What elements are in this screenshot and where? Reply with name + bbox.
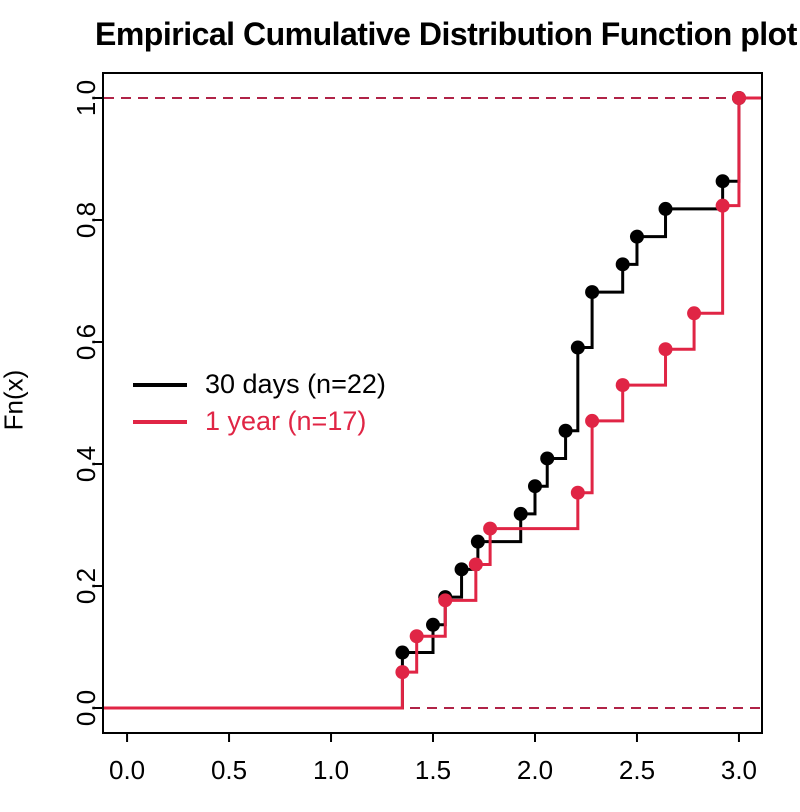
data-point	[715, 174, 730, 189]
data-point	[395, 645, 410, 660]
data-point	[731, 91, 746, 106]
y-tick-label: 0.4	[71, 446, 101, 482]
x-tick-label: 2.0	[517, 755, 553, 785]
y-tick-label: 1.0	[71, 80, 101, 116]
data-point	[470, 534, 485, 549]
data-point	[585, 413, 600, 428]
data-point	[570, 485, 585, 500]
y-tick-label: 0.2	[71, 568, 101, 604]
legend-label-1-year: 1 year (n=17)	[205, 406, 367, 436]
legend-line-1-year-icon	[133, 419, 187, 424]
x-tick-label: 2.5	[619, 755, 655, 785]
data-point	[558, 423, 573, 438]
data-point	[585, 285, 600, 300]
data-point	[513, 506, 528, 521]
ecdf-points-1-year	[395, 91, 746, 680]
data-point	[570, 340, 585, 355]
data-point	[615, 257, 630, 272]
legend-label-30-days: 30 days (n=22)	[205, 369, 386, 399]
x-tick-label: 0.5	[211, 755, 247, 785]
chart-title: Empirical Cumulative Distribution Functi…	[95, 16, 797, 52]
ecdf-points-30-days	[395, 91, 746, 660]
data-point	[468, 557, 483, 572]
legend: 30 days (n=22) 1 year (n=17)	[133, 366, 386, 440]
data-point	[540, 451, 555, 466]
data-point	[615, 378, 630, 393]
data-point	[687, 306, 702, 321]
x-tick-label: 1.0	[313, 755, 349, 785]
y-tick-label: 0.0	[71, 690, 101, 726]
data-point	[454, 562, 469, 577]
data-point	[438, 593, 453, 608]
x-tick-label: 3.0	[721, 755, 757, 785]
data-point	[409, 629, 424, 644]
data-point	[658, 201, 673, 216]
data-point	[715, 198, 730, 213]
y-tick-label: 0.6	[71, 324, 101, 360]
data-point	[395, 665, 410, 680]
y-axis-label-text: Fn(x)	[0, 369, 29, 431]
y-tick-label: 0.8	[71, 202, 101, 238]
legend-line-30-days-icon	[133, 382, 187, 387]
data-point	[483, 521, 498, 536]
data-point	[629, 229, 644, 244]
data-point	[658, 342, 673, 357]
x-tick-label: 0.0	[109, 755, 145, 785]
legend-item-1-year: 1 year (n=17)	[133, 403, 386, 440]
data-point	[426, 617, 441, 632]
x-tick-label: 1.5	[415, 755, 451, 785]
legend-item-30-days: 30 days (n=22)	[133, 366, 386, 403]
data-point	[527, 479, 542, 494]
